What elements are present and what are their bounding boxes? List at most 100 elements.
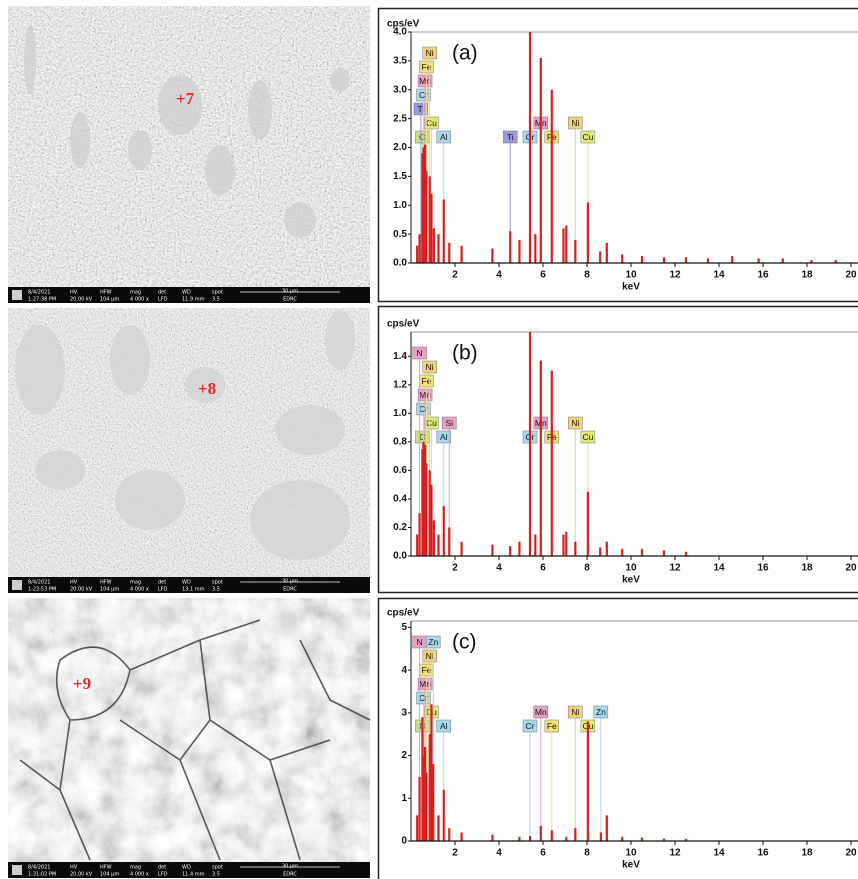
y-tick-label: 3 xyxy=(401,707,407,718)
info-header: HFW xyxy=(100,865,112,871)
element-label: Cr xyxy=(526,721,535,731)
figure: +78/4/20211:27:38 PMHV20.00 kVHFW104 μmm… xyxy=(0,0,858,879)
x-tick-label: 8 xyxy=(584,563,590,574)
x-tick-label: 16 xyxy=(757,848,769,859)
x-tick-label: 4 xyxy=(496,270,502,281)
x-axis-label: keV xyxy=(622,575,640,586)
element-label: N xyxy=(417,637,423,647)
sem-texture xyxy=(8,6,370,287)
info-value: 3.5 xyxy=(212,587,220,593)
element-label: Ni xyxy=(571,418,579,428)
logo xyxy=(12,865,22,875)
y-tick-label: 0.0 xyxy=(393,551,407,562)
x-tick-label: 2 xyxy=(452,848,458,859)
info-lab: EDRC xyxy=(283,872,297,878)
panel-label: (b) xyxy=(452,342,478,365)
x-tick-label: 14 xyxy=(713,848,725,859)
element-label: Zn xyxy=(596,707,606,717)
info-value: 4 000 x xyxy=(130,297,149,303)
info-header: det xyxy=(158,580,166,586)
info-date: 8/4/2021 xyxy=(28,290,50,296)
info-value: 104 μm xyxy=(100,297,119,303)
y-tick-label: 0.5 xyxy=(393,229,407,240)
spot-marker: +8 xyxy=(198,379,216,398)
panel-label: (a) xyxy=(452,42,478,65)
info-header: spot xyxy=(212,580,223,586)
element-label: Mn xyxy=(535,707,547,717)
info-header: det xyxy=(158,865,166,871)
info-header: WD xyxy=(182,580,191,586)
element-label: N xyxy=(417,348,423,358)
info-header: WD xyxy=(182,290,191,296)
x-tick-label: 6 xyxy=(540,270,546,281)
spot-marker: +7 xyxy=(176,89,195,108)
x-tick-label: 10 xyxy=(625,270,637,281)
info-header: mag xyxy=(130,290,141,296)
panel-frame xyxy=(379,307,858,593)
info-header: mag xyxy=(130,580,141,586)
info-value: 104 μm xyxy=(100,872,119,878)
element-label: Ni xyxy=(426,651,434,661)
x-tick-label: 12 xyxy=(669,563,681,574)
x-tick-label: 4 xyxy=(496,848,502,859)
sem-image-b xyxy=(8,308,370,577)
element-label: Zn xyxy=(428,637,438,647)
element-label: Al xyxy=(440,132,448,142)
x-tick-label: 20 xyxy=(845,563,857,574)
info-value: 3.5 xyxy=(212,872,220,878)
y-tick-label: 0.6 xyxy=(393,465,407,476)
element-labels: OAlCuCrMnFeNiNZnCrFeCuMnNiZn xyxy=(413,636,608,841)
y-tick-label: 2.0 xyxy=(393,142,407,153)
info-value: 11.4 mm xyxy=(182,872,205,878)
y-tick-label: 1.4 xyxy=(393,351,407,362)
info-date: 8/4/2021 xyxy=(28,580,50,586)
x-tick-label: 12 xyxy=(669,848,681,859)
x-tick-label: 18 xyxy=(801,848,813,859)
info-header: HV xyxy=(70,580,78,586)
info-scale: 30 μm xyxy=(282,864,298,870)
element-label: Cu xyxy=(426,418,437,428)
x-axis-label: keV xyxy=(622,860,640,871)
info-value: 4 000 x xyxy=(130,587,149,593)
x-tick-label: 14 xyxy=(713,270,725,281)
panel-frame xyxy=(379,599,858,879)
panel-frame xyxy=(379,9,858,302)
info-header: spot xyxy=(212,290,223,296)
element-label: Cu xyxy=(426,118,437,128)
element-label: Al xyxy=(440,432,448,442)
info-value: 20.00 kV xyxy=(70,587,93,593)
spot-marker: +9 xyxy=(73,674,91,693)
element-label: Cu xyxy=(582,432,593,442)
info-value: 104 μm xyxy=(100,587,119,593)
y-tick-label: 0.8 xyxy=(393,437,407,448)
info-header: spot xyxy=(212,865,223,871)
y-tick-label: 4 xyxy=(401,665,407,676)
sem-image-a xyxy=(8,6,370,287)
info-scale: 30 μm xyxy=(282,579,298,585)
y-tick-label: 0 xyxy=(401,836,407,847)
y-tick-label: 5 xyxy=(401,622,407,633)
info-header: mag xyxy=(130,865,141,871)
element-label: Al xyxy=(440,721,448,731)
info-value: 13.1 mm xyxy=(182,587,205,593)
y-axis-label: cps/eV xyxy=(387,608,420,619)
y-tick-label: 2.5 xyxy=(393,113,407,124)
x-tick-label: 16 xyxy=(757,563,769,574)
x-axis-label: keV xyxy=(622,282,640,293)
info-scale: 30 μm xyxy=(282,289,298,295)
info-header: WD xyxy=(182,865,191,871)
info-lab: EDRC xyxy=(283,297,297,303)
y-tick-label: 0.4 xyxy=(393,494,407,505)
element-label: Ti xyxy=(507,132,514,142)
info-lab: EDRC xyxy=(283,587,297,593)
x-tick-label: 20 xyxy=(845,848,857,859)
y-tick-label: 3.0 xyxy=(393,84,407,95)
info-value: 11.9 mm xyxy=(182,297,205,303)
sem-texture xyxy=(8,598,370,862)
element-label: Ni xyxy=(571,118,579,128)
x-tick-label: 2 xyxy=(452,270,458,281)
y-tick-label: 3.5 xyxy=(393,56,407,67)
y-tick-label: 1.5 xyxy=(393,171,407,182)
info-time: 1:23:53 PM xyxy=(28,587,56,593)
info-value: 3.5 xyxy=(212,297,220,303)
